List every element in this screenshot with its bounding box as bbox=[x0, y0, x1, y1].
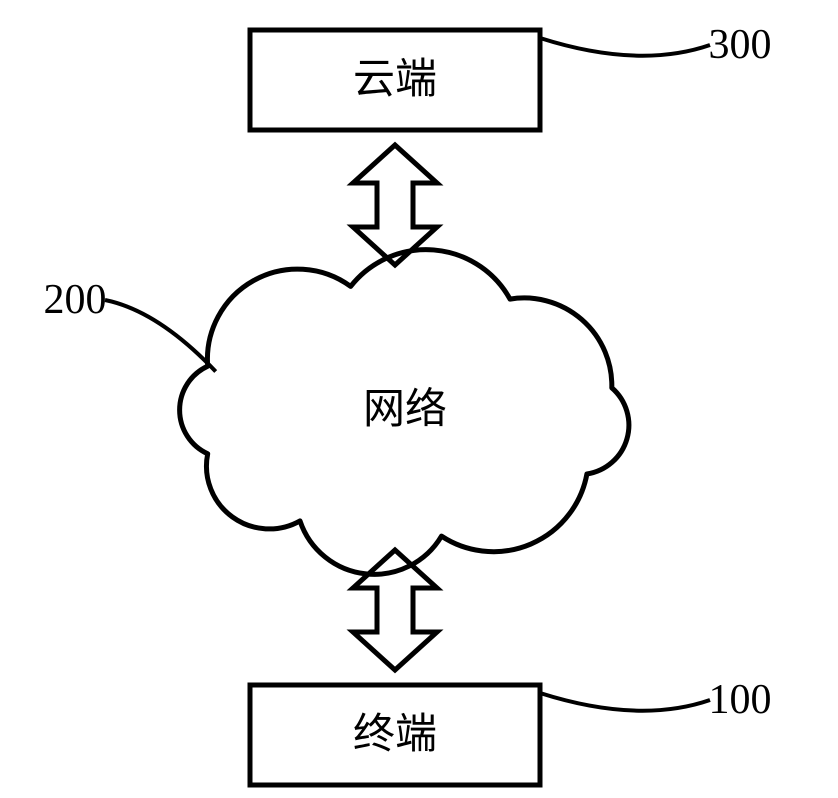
double-arrow-top bbox=[353, 145, 437, 265]
network-label: 网络 bbox=[363, 386, 447, 433]
terminal-callout-label: 100 bbox=[709, 677, 772, 723]
cloud_server-node: 云端 300 bbox=[250, 22, 772, 130]
cloud_server-label: 云端 bbox=[353, 57, 437, 103]
terminal-callout-leader bbox=[540, 693, 710, 711]
network-callout-label: 200 bbox=[44, 277, 107, 323]
cloud_server-callout-label: 300 bbox=[709, 22, 772, 68]
cloud_server-callout-leader bbox=[540, 38, 710, 56]
terminal-node: 终端 100 bbox=[250, 677, 772, 785]
terminal-label: 终端 bbox=[353, 712, 437, 758]
double-arrow-bottom bbox=[353, 550, 437, 670]
network-node: 网络 200 bbox=[44, 250, 629, 575]
network-callout-leader bbox=[105, 300, 216, 372]
